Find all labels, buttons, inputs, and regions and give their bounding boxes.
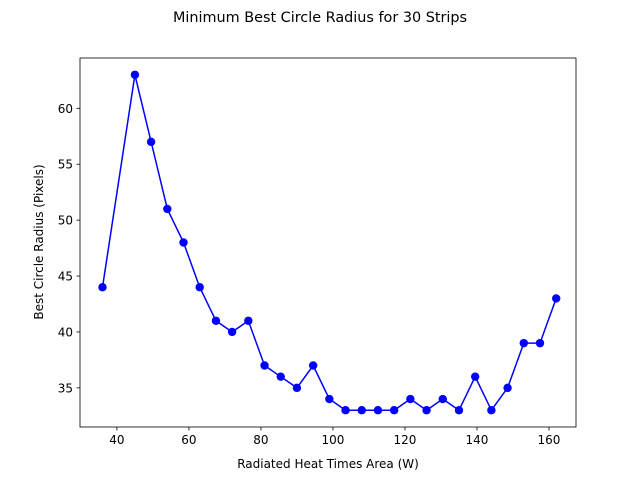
data-point	[244, 316, 253, 325]
data-point	[341, 406, 350, 415]
data-point	[519, 338, 528, 348]
plot-area: 40 60 80 100 120 140 160 35 40 45 50 55 60	[58, 57, 577, 447]
x-tick-label: 40	[109, 433, 124, 447]
x-tick-label: 140	[466, 433, 489, 447]
series-line	[101, 74, 557, 411]
y-tick-label: 45	[58, 270, 73, 284]
data-point	[487, 406, 496, 415]
data-point	[179, 238, 188, 247]
data-point	[211, 316, 221, 325]
data-point	[422, 406, 431, 415]
x-tick-label: 60	[181, 433, 196, 447]
data-point	[227, 327, 237, 337]
y-tick-label: 50	[58, 214, 73, 228]
data-point	[406, 394, 415, 404]
data-point	[98, 283, 107, 292]
data-point	[373, 406, 383, 415]
x-tick-label: 160	[538, 433, 561, 447]
y-tick-label: 40	[58, 325, 73, 339]
y-tick-label: 55	[58, 158, 73, 172]
x-tick-label: 100	[321, 433, 344, 447]
data-point	[260, 361, 269, 370]
data-point	[535, 338, 545, 348]
data-point	[470, 372, 480, 381]
y-axis-label: Best Circle Radius (Pixels)	[32, 164, 46, 319]
y-tick-label: 35	[58, 381, 73, 395]
y-tick-label: 60	[58, 102, 73, 116]
axes-frame	[79, 57, 577, 428]
chart-title: Minimum Best Circle Radius for 30 Strips	[173, 10, 467, 26]
x-axis-label: Radiated Heat Times Area (W)	[237, 457, 419, 471]
data-point	[146, 137, 156, 147]
data-point	[325, 394, 334, 404]
data-point	[195, 283, 204, 292]
data-point	[438, 394, 447, 404]
data-point	[454, 406, 464, 415]
x-tick-label: 120	[394, 433, 417, 447]
data-point	[308, 361, 318, 370]
data-point	[503, 383, 512, 393]
data-point	[292, 383, 302, 393]
data-point	[163, 204, 172, 214]
x-tick-label: 80	[253, 433, 268, 447]
data-point	[357, 406, 366, 415]
data-point	[389, 406, 399, 415]
data-point	[276, 372, 285, 381]
data-point	[130, 70, 140, 79]
data-point	[552, 294, 561, 303]
